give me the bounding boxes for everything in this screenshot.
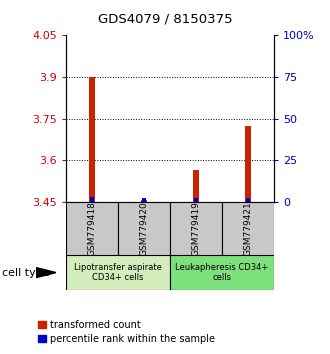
Bar [141, 200, 147, 202]
Legend: transformed count, percentile rank within the sample: transformed count, percentile rank withi… [38, 320, 214, 344]
Bar [193, 170, 199, 202]
Bar [246, 198, 250, 202]
Text: GDS4079 / 8150375: GDS4079 / 8150375 [98, 12, 232, 25]
Text: Leukapheresis CD34+
cells: Leukapheresis CD34+ cells [175, 263, 269, 282]
Bar [170, 255, 274, 290]
Text: Lipotransfer aspirate
CD34+ cells: Lipotransfer aspirate CD34+ cells [74, 263, 162, 282]
Bar [245, 126, 251, 202]
Bar [90, 197, 94, 202]
Text: cell type: cell type [2, 268, 49, 278]
Bar [170, 202, 222, 255]
Bar [89, 77, 95, 202]
Text: GSM779420: GSM779420 [140, 201, 148, 256]
Bar [118, 202, 170, 255]
Text: GSM779418: GSM779418 [87, 201, 96, 256]
Bar [66, 202, 118, 255]
Bar [194, 198, 198, 202]
Polygon shape [36, 268, 56, 278]
Bar [66, 255, 170, 290]
Text: GSM779421: GSM779421 [244, 201, 252, 256]
Bar [142, 199, 146, 202]
Text: GSM779419: GSM779419 [191, 201, 200, 256]
Bar [222, 202, 274, 255]
